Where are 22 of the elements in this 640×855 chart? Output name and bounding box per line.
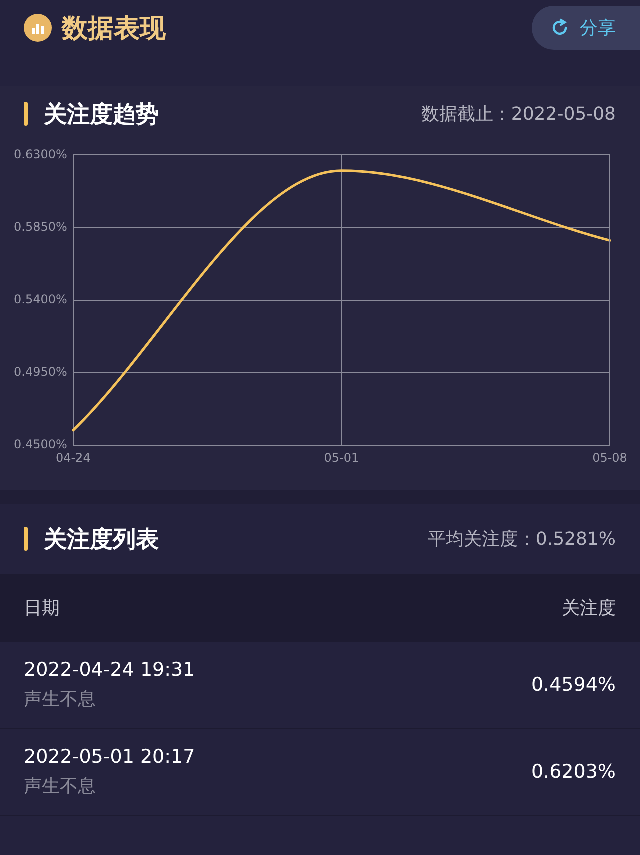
text: 2022-05-01 20:17 <box>24 746 196 768</box>
chart-title: 数据表现 <box>62 12 166 46</box>
text: 关注度 <box>562 597 616 620</box>
text: 关注度列表 <box>44 526 160 554</box>
x-tick-label: 05-08 <box>592 450 628 465</box>
y-tick-label: 0.6300% <box>14 147 68 162</box>
text: 声生不息 <box>24 775 97 798</box>
text: 平均关注度：0.5281% <box>428 528 616 551</box>
y-tick-label: 0.5400% <box>14 292 68 307</box>
text: 分享 <box>580 17 616 40</box>
y-tick-label: 0.4950% <box>14 365 68 380</box>
text: 声生不息 <box>24 688 97 711</box>
text: 0.4594% <box>531 674 616 696</box>
text: 日期 <box>24 597 61 620</box>
y-tick-label: 0.4500% <box>14 438 68 452</box>
chart-subtitle: 关注度趋势 <box>44 100 160 130</box>
text: 0.6203% <box>531 761 616 783</box>
x-tick-label: 05-01 <box>324 450 360 465</box>
x-tick-label: 04-24 <box>56 450 91 465</box>
text: 数据截止：2022-05-08 <box>421 103 616 126</box>
y-tick-label: 0.5850% <box>14 220 68 234</box>
text: 2022-04-24 19:31 <box>24 659 196 681</box>
